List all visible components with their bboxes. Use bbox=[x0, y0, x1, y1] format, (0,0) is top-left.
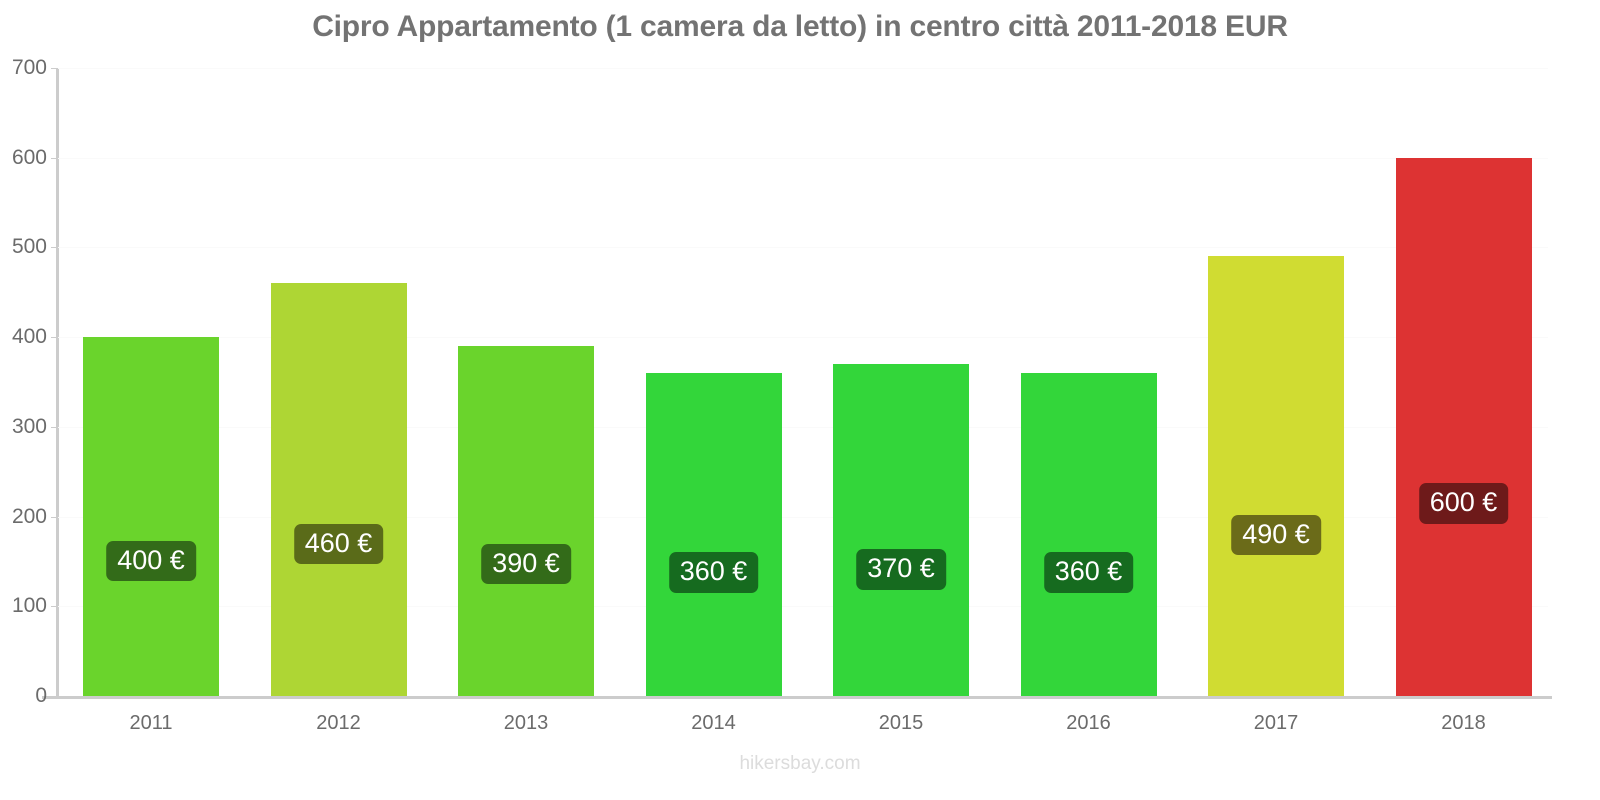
bar-value-label: 370 € bbox=[856, 549, 946, 590]
bar-rect bbox=[833, 364, 969, 696]
bar-rect bbox=[83, 337, 219, 696]
gridline bbox=[58, 426, 1548, 428]
x-axis-tick-label-2016: 2016 bbox=[1066, 712, 1111, 734]
bar-value-label: 360 € bbox=[1043, 552, 1134, 593]
bar-2014[interactable]: 360 € bbox=[645, 373, 782, 696]
bar-rect bbox=[270, 283, 407, 696]
bar-rect bbox=[1208, 256, 1344, 696]
bar-value-label: 390 € bbox=[481, 543, 571, 585]
y-axis-tick-mark bbox=[51, 247, 58, 249]
bar-2018[interactable]: 600 € bbox=[1395, 157, 1532, 696]
y-axis-tick-label: 0 bbox=[35, 684, 47, 707]
y-axis-tick-mark bbox=[51, 606, 58, 608]
x-axis-tick-label-2013: 2013 bbox=[503, 712, 549, 734]
bar-2017[interactable]: 490 € bbox=[1208, 256, 1344, 696]
bar-2015[interactable]: 370 € bbox=[833, 364, 969, 696]
y-axis-tick-mark bbox=[51, 337, 58, 339]
plot-area: 400 € 460 € 390 € 360 € 370 € 360 € 490 € 600 € bbox=[58, 68, 1548, 696]
y-axis-tick-label: 600 bbox=[11, 145, 47, 169]
bar-rect bbox=[645, 373, 782, 696]
bar-value-label: 360 € bbox=[668, 552, 759, 593]
bar-2013[interactable]: 390 € bbox=[458, 346, 594, 696]
bar-2011[interactable]: 400 € bbox=[83, 337, 219, 696]
y-axis-tick-mark bbox=[51, 426, 58, 428]
bar-2016[interactable]: 360 € bbox=[1020, 373, 1157, 696]
gridline bbox=[58, 247, 1548, 249]
bar-value-label: 400 € bbox=[106, 540, 196, 582]
x-axis-tick-label-2018: 2018 bbox=[1441, 712, 1486, 734]
bar-2012[interactable]: 460 € bbox=[270, 283, 407, 696]
y-axis-tick-mark bbox=[51, 157, 58, 159]
gridline bbox=[58, 157, 1548, 159]
x-axis-tick-label-2014: 2014 bbox=[691, 712, 736, 734]
y-axis-tick-label: 200 bbox=[11, 504, 47, 528]
gridline bbox=[58, 337, 1548, 339]
x-axis-tick-label-2012: 2012 bbox=[316, 712, 361, 734]
footer-credit: hikersbay.com bbox=[739, 753, 861, 774]
bar-rect bbox=[1020, 373, 1157, 696]
y-axis-tick-label: 500 bbox=[11, 235, 47, 259]
x-axis-line bbox=[42, 696, 1552, 699]
bar-value-label: 600 € bbox=[1418, 483, 1509, 524]
bar-rect bbox=[1395, 157, 1532, 696]
x-axis-tick-label-2015: 2015 bbox=[878, 712, 924, 734]
gridline bbox=[58, 68, 1548, 69]
bar-value-label: 460 € bbox=[293, 523, 384, 564]
y-axis-tick-mark bbox=[51, 696, 58, 697]
bar-rect bbox=[458, 346, 594, 696]
y-axis-tick-label: 700 bbox=[11, 56, 47, 79]
bar-value-label: 490 € bbox=[1231, 514, 1321, 556]
y-axis-tick-mark bbox=[51, 516, 58, 518]
gridline bbox=[58, 606, 1548, 608]
page-title: Cipro Appartamento (1 camera da letto) i… bbox=[312, 10, 1288, 43]
y-axis-line bbox=[56, 68, 59, 697]
y-axis-tick-label: 100 bbox=[11, 594, 47, 618]
y-axis-tick-label: 400 bbox=[11, 325, 47, 349]
y-axis-tick-label: 300 bbox=[11, 414, 47, 438]
x-axis-tick-label-2011: 2011 bbox=[129, 712, 173, 734]
y-axis-tick-mark bbox=[51, 68, 58, 69]
x-axis-tick-label-2017: 2017 bbox=[1253, 712, 1299, 734]
gridline bbox=[58, 516, 1548, 518]
